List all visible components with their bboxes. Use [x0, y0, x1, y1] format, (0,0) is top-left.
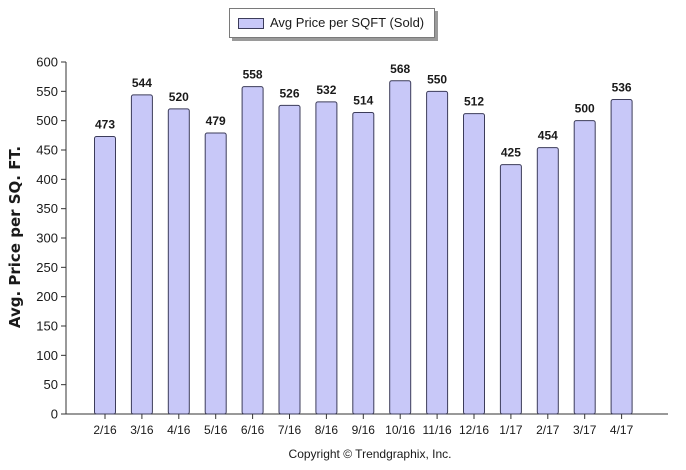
bar-data-label: 568	[390, 62, 410, 76]
y-tick-label: 100	[36, 348, 58, 363]
bar-data-label: 500	[575, 102, 595, 116]
x-tick-label: 11/16	[423, 423, 452, 437]
x-tick-label: 10/16	[385, 423, 415, 437]
legend: Avg Price per SQFT (Sold)	[229, 8, 435, 38]
x-tick-label: 3/17	[573, 423, 597, 437]
bar	[463, 113, 485, 415]
x-tick-label: 2/17	[536, 423, 560, 437]
bar-data-label: 558	[243, 68, 263, 82]
y-tick-label: 250	[36, 260, 58, 275]
bar	[389, 80, 412, 415]
bar	[278, 104, 301, 415]
bar	[204, 132, 227, 415]
bar-data-label: 532	[316, 83, 336, 97]
x-tick-label: 1/17	[499, 423, 523, 437]
bar-data-label: 473	[95, 118, 115, 132]
x-tick-label: 5/16	[204, 423, 228, 437]
bar-data-label: 479	[206, 114, 226, 128]
bar-data-label: 514	[353, 93, 373, 107]
x-tick-label: 4/16	[167, 423, 191, 437]
bar	[573, 120, 596, 415]
x-tick-label: 9/16	[352, 423, 376, 437]
bar	[536, 147, 559, 415]
bar	[315, 101, 338, 415]
bar-data-label: 526	[279, 86, 299, 100]
bar-data-label: 454	[538, 129, 558, 143]
bar	[130, 94, 153, 415]
y-tick-label: 200	[36, 289, 58, 304]
bar-data-label: 544	[132, 76, 152, 90]
x-tick-label: 12/16	[459, 423, 489, 437]
bar	[94, 136, 116, 415]
y-tick-label: 150	[36, 319, 58, 334]
bar	[241, 86, 264, 415]
bars-group: 473 544 520 479 558 526 532 514 568 550 512 425 454 5…	[94, 62, 633, 415]
y-tick-label: 600	[36, 55, 58, 70]
bar-data-label: 550	[427, 72, 447, 86]
y-tick-label: 500	[36, 113, 58, 128]
y-tick-label: 550	[36, 84, 58, 99]
y-tick-label: 450	[36, 143, 58, 158]
y-tick-label: 0	[51, 407, 58, 422]
y-tick-label: 400	[36, 172, 58, 187]
bar	[426, 90, 449, 415]
bar	[499, 164, 522, 415]
bar-data-label: 512	[464, 95, 484, 109]
copyright-footer: Copyright © Trendgraphix, Inc.	[288, 447, 452, 461]
y-tick-label: 50	[44, 377, 58, 392]
bar	[610, 99, 633, 415]
bar	[352, 111, 375, 415]
x-tick-label: 3/16	[130, 423, 154, 437]
x-tick-label: 6/16	[241, 423, 265, 437]
bar-data-label: 520	[169, 90, 189, 104]
x-tick-label: 8/16	[315, 423, 339, 437]
x-axis-ticks: 2/16 3/16 4/16 5/16 6/16 7/16 8/16 9/16 10/16 11/…	[93, 414, 634, 437]
bar	[167, 108, 190, 415]
y-tick-label: 300	[36, 231, 58, 246]
bar-data-label: 425	[501, 146, 521, 160]
x-tick-label: 7/16	[278, 423, 302, 437]
y-tick-label: 350	[36, 201, 58, 216]
y-axis-label: Avg. Price per SQ. FT.	[6, 145, 24, 329]
x-tick-label: 4/17	[610, 423, 634, 437]
legend-swatch	[238, 18, 264, 29]
legend-label: Avg Price per SQFT (Sold)	[270, 15, 425, 30]
y-axis-ticks: 0 50 100 150 200 250 300 350 400 450 500 550 600	[36, 55, 66, 422]
x-tick-label: 2/16	[93, 423, 117, 437]
bar-data-label: 536	[612, 81, 632, 95]
